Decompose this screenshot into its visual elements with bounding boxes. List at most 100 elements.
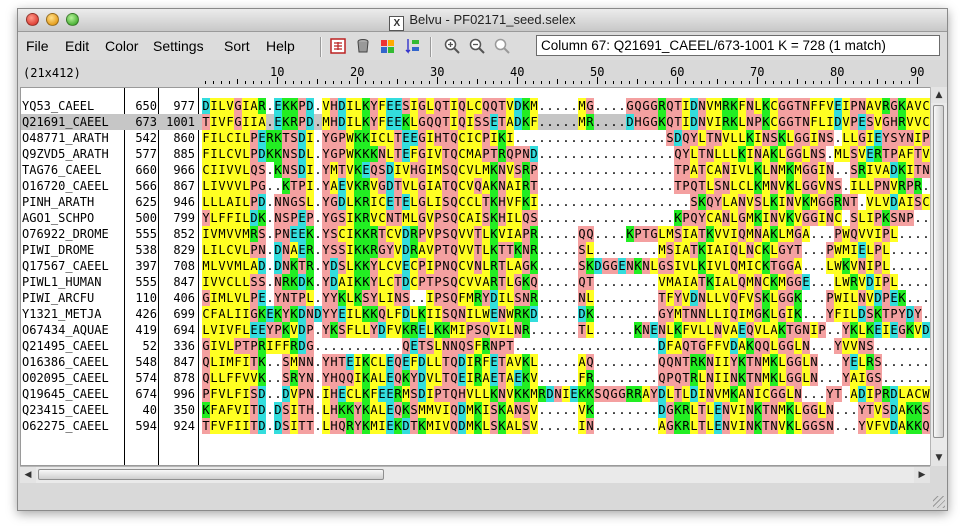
sequence-end: 924 bbox=[173, 419, 195, 433]
trash-icon[interactable] bbox=[353, 37, 373, 57]
sequence-end: 847 bbox=[173, 355, 195, 369]
scroll-right-arrow-icon[interactable]: ▶ bbox=[914, 467, 930, 483]
alignment-row[interactable]: O67434_AQUAE 419 694 LVIVFLEEYPKVDP.YKSFLLY… bbox=[21, 322, 930, 338]
sequence-end: 852 bbox=[173, 227, 195, 241]
sequence-residues[interactable]: PFVLFISD..DVPN.IHECLKFEERMSDIPTQHVLLKNVK… bbox=[202, 386, 930, 402]
sequence-name[interactable]: PIWI_ARCFU bbox=[22, 291, 95, 305]
sequence-end: 878 bbox=[173, 371, 195, 385]
sequence-residues[interactable]: LILCVLPN.DNAER.YSSIKKRGYVDRAVPTQVVTLKTTK… bbox=[202, 242, 930, 258]
sequence-residues[interactable]: LVIVFLEEYPKVDP.YKSFLLYDFVKRELKKMIPSQVILN… bbox=[202, 322, 930, 342]
resize-grip-icon[interactable] bbox=[933, 496, 945, 508]
sequence-name[interactable]: PIWI_DROME bbox=[22, 243, 95, 257]
menu-sort[interactable]: Sort bbox=[224, 38, 250, 54]
ruler-tick bbox=[821, 81, 822, 84]
alignment-row[interactable]: TAG76_CAEEL 660 966 CIIVVLQS.KNSDI.YMTVKEQS… bbox=[21, 162, 930, 178]
vertical-scroll-thumb[interactable] bbox=[933, 105, 944, 438]
sequence-name[interactable]: AGO1_SCHPO bbox=[22, 211, 95, 225]
vertical-scrollbar[interactable]: ▲ ▼ bbox=[930, 87, 947, 466]
scroll-up-arrow-icon[interactable]: ▲ bbox=[931, 87, 947, 103]
sequence-name[interactable]: PIWL1_HUMAN bbox=[22, 275, 102, 289]
sequence-name[interactable]: O62275_CAEEL bbox=[22, 419, 109, 433]
alignment-row[interactable]: Q23415_CAEEL 40 350 KFAFVITD.DSITH.LHKKYKAL… bbox=[21, 402, 930, 418]
zoom-fit-icon[interactable] bbox=[492, 37, 512, 57]
alignment-row[interactable]: AGO1_SCHPO 500 799 YLFFILDK.NSPEP.YGSIKRVCN… bbox=[21, 210, 930, 226]
sequence-end: 847 bbox=[173, 275, 195, 289]
sequence-residues[interactable]: IVMVVMRS.PNEEK.YSCIKKRTCVDRPVPSQVVTLKVIA… bbox=[202, 226, 930, 242]
alignment-view[interactable]: YQ53_CAEEL 650 977 DILVGIAR.EKKPD.VHDILKYFE… bbox=[20, 87, 931, 466]
sequence-residues[interactable]: FILCVLPDKKNSDL.YGPWKKKNLTEFGIVTQCMAPTRQP… bbox=[202, 146, 930, 166]
sequence-name[interactable]: Q23415_CAEEL bbox=[22, 403, 109, 417]
sequence-residues[interactable]: LLLAILPD.NNGSL.YGDLKRICETELGLISQCCLTKHVF… bbox=[202, 194, 930, 214]
maximize-window-button[interactable] bbox=[66, 13, 79, 26]
alignment-row[interactable]: O16720_CAEEL 566 867 LIVVVLPG..KTPI.YAEVKRV… bbox=[21, 178, 930, 194]
ruler-tick bbox=[349, 81, 350, 84]
menu-help[interactable]: Help bbox=[266, 38, 295, 54]
palette-icon[interactable] bbox=[378, 37, 398, 57]
menu-settings[interactable]: Settings bbox=[153, 38, 204, 54]
sequence-residues[interactable]: YLFFILDK.NSPEP.YGSIKRVCNTMLGVPSQCAISKHIL… bbox=[202, 210, 930, 230]
alignment-row[interactable]: O76922_DROME 555 852 IVMVVMRS.PNEEK.YSCIKKR… bbox=[21, 226, 930, 242]
sequence-end: 406 bbox=[173, 291, 195, 305]
alignment-row[interactable]: PIWI_ARCFU 110 406 GIMLVLPE.YNTPL.YYKLKSYLI… bbox=[21, 290, 930, 306]
sequence-residues[interactable]: QLIMFITK..SMNN.YHTEIKCLEQEFDLLTQDIRFETAV… bbox=[202, 354, 930, 374]
menu-file[interactable]: File bbox=[26, 38, 49, 54]
sequence-residues[interactable]: IVVCLLSS.NRKDK.YDAIKKYLCTDCPTPSQCVVARTLG… bbox=[202, 274, 930, 290]
alignment-row[interactable]: PINH_ARATH 625 946 LLLAILPD.NNGSL.YGDLKRICE… bbox=[21, 194, 930, 210]
sort-az-icon[interactable] bbox=[403, 37, 423, 57]
alignment-row[interactable]: O16386_CAEEL 548 847 QLIMFITK..SMNN.YHTEIKC… bbox=[21, 354, 930, 370]
sequence-name[interactable]: Q17567_CAEEL bbox=[22, 259, 109, 273]
sequence-name[interactable]: O67434_AQUAE bbox=[22, 323, 109, 337]
sequence-residues[interactable]: TFVFIITD.DSITT.LHQRYKMIEKDTKMIVQDMKLSKAL… bbox=[202, 418, 930, 438]
horizontal-scroll-thumb[interactable] bbox=[38, 469, 384, 480]
alignment-row[interactable]: Q19645_CAEEL 674 996 PFVLFISD..DVPN.IHECLKF… bbox=[21, 386, 930, 402]
sequence-residues[interactable]: KFAFVITD.DSITH.LHKKYKALEQKSMMVIQDMKISKAN… bbox=[202, 402, 930, 422]
sequence-name[interactable]: O02095_CAEEL bbox=[22, 371, 109, 385]
alignment-row[interactable]: O62275_CAEEL 594 924 TFVFIITD.DSITT.LHQRYKM… bbox=[21, 418, 930, 434]
zoom-out-icon[interactable] bbox=[467, 37, 487, 57]
zoom-in-icon[interactable] bbox=[442, 37, 462, 57]
menu-edit[interactable]: Edit bbox=[65, 38, 90, 54]
alignment-row[interactable]: Q17567_CAEEL 397 708 MLVVMLAD.DNKTR.YDSLKKY… bbox=[21, 258, 930, 274]
scroll-left-arrow-icon[interactable]: ◀ bbox=[20, 467, 36, 483]
alignment-row[interactable]: PIWI_DROME 538 829 LILCVLPN.DNAER.YSSIKKRGY… bbox=[21, 242, 930, 258]
sequence-residues[interactable]: GIMLVLPE.YNTPL.YYKLKSYLINS..IPSQFMRYDILS… bbox=[202, 290, 930, 306]
sequence-residues[interactable]: LIVVVLPG..KTPI.YAEVKRVGDTVLGIATQCVQAKNAI… bbox=[202, 178, 930, 198]
sequence-name[interactable]: Q9ZVD5_ARATH bbox=[22, 147, 109, 161]
sequence-name[interactable]: TAG76_CAEEL bbox=[22, 163, 102, 177]
sequence-name[interactable]: Y1321_METJA bbox=[22, 307, 102, 321]
sequence-name[interactable]: PINH_ARATH bbox=[22, 195, 95, 209]
ruler-tick bbox=[653, 81, 654, 84]
alignment-row[interactable]: Q21495_CAEEL 52 336 GIVLPTPRIFFRDG.........… bbox=[21, 338, 930, 354]
sequence-residues[interactable]: CIIVVLQS.KNSDI.YMTVKEQSDIVHGIMSQCVLMKNVS… bbox=[202, 162, 930, 182]
horizontal-scrollbar[interactable]: ◀ ▶ bbox=[20, 466, 930, 483]
sequence-name[interactable]: Q21691_CAEEL bbox=[22, 115, 109, 129]
alignment-row[interactable]: Q9ZVD5_ARATH 577 885 FILCVLPDKKNSDL.YGPWKKK… bbox=[21, 146, 930, 162]
close-window-button[interactable] bbox=[26, 13, 39, 26]
sequence-start: 577 bbox=[135, 147, 157, 161]
alignment-row[interactable]: Y1321_METJA 426 699 CFALIIGKEKYKDNDYYEILKKQ… bbox=[21, 306, 930, 322]
sequence-residues[interactable]: MLVVMLAD.DNKTR.YDSLKKYLCVECPIPNQCVNLRTLA… bbox=[202, 258, 930, 274]
alignment-row[interactable]: YQ53_CAEEL 650 977 DILVGIAR.EKKPD.VHDILKYFE… bbox=[21, 98, 930, 114]
sequence-name[interactable]: O16386_CAEEL bbox=[22, 355, 109, 369]
sequence-residues[interactable]: QLLFFVVK..SRYN.YHQQIKALEQKYDVLTQEIRAETAE… bbox=[202, 370, 930, 390]
sequence-name[interactable]: O76922_DROME bbox=[22, 227, 109, 241]
sequence-name[interactable]: O16720_CAEEL bbox=[22, 179, 109, 193]
alignment-row[interactable]: Q21691_CAEEL 673 1001 TIVFGIIA.EKRPD.MHDILK… bbox=[21, 114, 930, 130]
ruler-tick bbox=[517, 77, 518, 84]
alignment-row[interactable]: PIWL1_HUMAN 555 847 IVVCLLSS.NRKDK.YDAIKKYL… bbox=[21, 274, 930, 290]
sequence-name[interactable]: O48771_ARATH bbox=[22, 131, 109, 145]
alignment-row[interactable]: O48771_ARATH 542 860 FILCILPERKTSDI.YGPWKKI… bbox=[21, 130, 930, 146]
sequence-residues[interactable]: DILVGIAR.EKKPD.VHDILKYFEESIGLQTIQLCQQTVD… bbox=[202, 98, 930, 114]
sequence-name[interactable]: Q19645_CAEEL bbox=[22, 387, 109, 401]
sequence-residues[interactable]: GIVLPTPRIFFRDG...........QETSLNNQSFRNPT.… bbox=[202, 338, 930, 358]
sequence-name[interactable]: YQ53_CAEEL bbox=[22, 99, 95, 113]
menu-color[interactable]: Color bbox=[105, 38, 139, 54]
tree-icon[interactable] bbox=[328, 37, 348, 57]
minimize-window-button[interactable] bbox=[46, 13, 59, 26]
sequence-residues[interactable]: FILCILPERKTSDI.YGPWKKICLTEEGIHTQCICPIKI.… bbox=[202, 130, 930, 150]
scroll-down-arrow-icon[interactable]: ▼ bbox=[931, 450, 947, 466]
alignment-row[interactable]: O02095_CAEEL 574 878 QLLFFVVK..SRYN.YHQQIKA… bbox=[21, 370, 930, 386]
sequence-name[interactable]: Q21495_CAEEL bbox=[22, 339, 109, 353]
sequence-residues[interactable]: TIVFGIIA.EKRPD.MHDILKYFEEKLGQQTIQISSETAD… bbox=[202, 114, 930, 130]
sequence-residues[interactable]: CFALIIGKEKYKDNDYYEILKKQLFDLKIISQNILWENWR… bbox=[202, 306, 930, 322]
